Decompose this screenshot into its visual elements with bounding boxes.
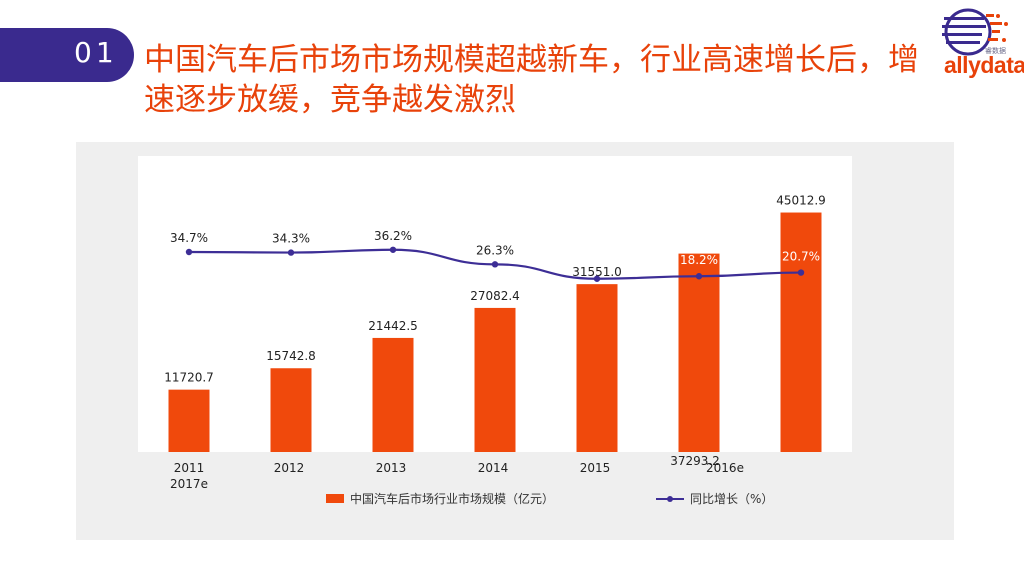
bar-value-label-2011: 11720.7 [164, 371, 214, 385]
bar-value-label-2012: 15742.8 [266, 349, 316, 363]
bar-2014 [474, 307, 516, 452]
x-tick-label-2012: 2012 [274, 461, 305, 475]
growth-label-2013: 36.2% [374, 229, 412, 243]
bar-value-label-2013: 21442.5 [368, 319, 418, 333]
bar-2015 [576, 284, 618, 452]
growth-label-2011: 34.7% [170, 231, 208, 245]
growth-point-2015 [593, 275, 601, 282]
growth-label-2015: 16.5% [578, 256, 616, 270]
logo-subtitle: 睿数据 [985, 47, 1006, 55]
section-badge [0, 28, 134, 82]
growth-point-2011 [185, 248, 193, 256]
growth-label-2017e: 20.7% [782, 250, 820, 264]
growth-label-2012: 34.3% [272, 232, 310, 246]
growth-point-2013 [389, 246, 397, 253]
x-tick-label-2014: 2014 [478, 461, 509, 475]
bar-2017e [780, 212, 822, 452]
page-title: 中国汽车后市场市场规模超越新车，行业高速增长后，增速逐步放缓，竞争越发激烈 [144, 42, 919, 118]
growth-point-2016e [695, 273, 703, 280]
bar-2012 [270, 368, 312, 452]
legend-line-entry: 同比增长（%） [656, 490, 773, 507]
bar-2016e [678, 253, 720, 452]
bar-value-label-2015: 31551.0 [572, 265, 622, 279]
x-tick-label-2015: 2015 [580, 461, 611, 475]
bar-value-label-2017e: 45012.9 [776, 194, 826, 208]
growth-point-2014 [491, 261, 499, 268]
growth-label-2016e: 18.2% [680, 253, 718, 267]
growth-label-2014: 26.3% [476, 243, 514, 257]
legend-bar-entry: 中国汽车后市场行业市场规模（亿元） [326, 490, 554, 507]
allydata-logo-icon [942, 8, 1008, 56]
bar-value-label-2016e: 37293.2 [670, 454, 720, 468]
growth-point-2017e [797, 269, 805, 276]
legend-line-label: 同比增长（%） [690, 492, 774, 506]
bar-2013 [372, 337, 414, 452]
logo-wordmark: allydata [944, 52, 1024, 78]
x-tick-label-2017e: 2017e [170, 477, 208, 491]
x-tick-label-2013: 2013 [376, 461, 407, 475]
legend-bar-swatch [326, 494, 344, 503]
legend-bar-label: 中国汽车后市场行业市场规模（亿元） [350, 492, 555, 506]
growth-point-2012 [287, 249, 295, 256]
section-number: 01 [74, 36, 118, 69]
x-tick-label-2011: 2011 [174, 461, 205, 475]
bar-2011 [168, 389, 210, 452]
bar-value-label-2014: 27082.4 [470, 289, 520, 303]
legend-line-swatch [656, 495, 684, 502]
x-tick-label-2016e: 2016e [706, 461, 744, 475]
